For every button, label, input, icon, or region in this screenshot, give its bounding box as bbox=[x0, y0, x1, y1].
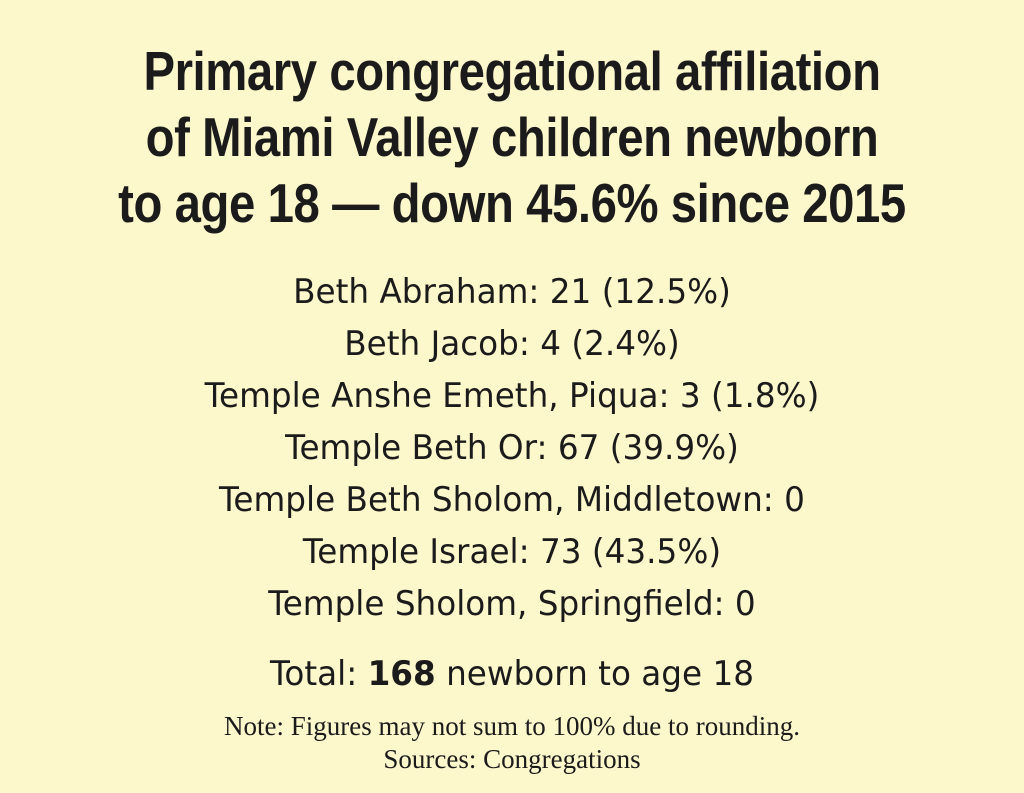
total-line: Total: 168 newborn to age 18 bbox=[20, 648, 1003, 700]
total-suffix: newborn to age 18 bbox=[435, 654, 755, 694]
list-item-beth-jacob: Beth Jacob: 4 (2.4%) bbox=[344, 324, 680, 364]
total-prefix: Total: bbox=[269, 654, 368, 694]
headline-line-1: Primary congregational affiliation bbox=[143, 40, 881, 102]
headline: Primary congregational affiliation of Mi… bbox=[72, 38, 953, 236]
rounding-note: Note: Figures may not sum to 100% due to… bbox=[224, 711, 800, 741]
congregation-list: Beth Abraham: 21 (12.5%) Beth Jacob: 4 (… bbox=[0, 266, 1024, 630]
headline-line-2: of Miami Valley children newborn bbox=[145, 106, 879, 168]
list-item-temple-sholom: Temple Sholom, Springfield: 0 bbox=[268, 584, 756, 624]
sources-line: Sources: Congregations bbox=[383, 744, 641, 774]
list-item-temple-beth-sholom: Temple Beth Sholom, Middletown: 0 bbox=[219, 480, 805, 520]
footnote: Note: Figures may not sum to 100% due to… bbox=[0, 710, 1024, 776]
list-item-temple-israel: Temple Israel: 73 (43.5%) bbox=[302, 532, 722, 572]
list-item-beth-abraham: Beth Abraham: 21 (12.5%) bbox=[293, 272, 731, 312]
total-value: 168 bbox=[367, 654, 436, 694]
list-item-temple-anshe-emeth: Temple Anshe Emeth, Piqua: 3 (1.8%) bbox=[204, 376, 820, 416]
list-item-temple-beth-or: Temple Beth Or: 67 (39.9%) bbox=[285, 428, 739, 468]
headline-line-3: to age 18 — down 45.6% since 2015 bbox=[118, 172, 906, 234]
